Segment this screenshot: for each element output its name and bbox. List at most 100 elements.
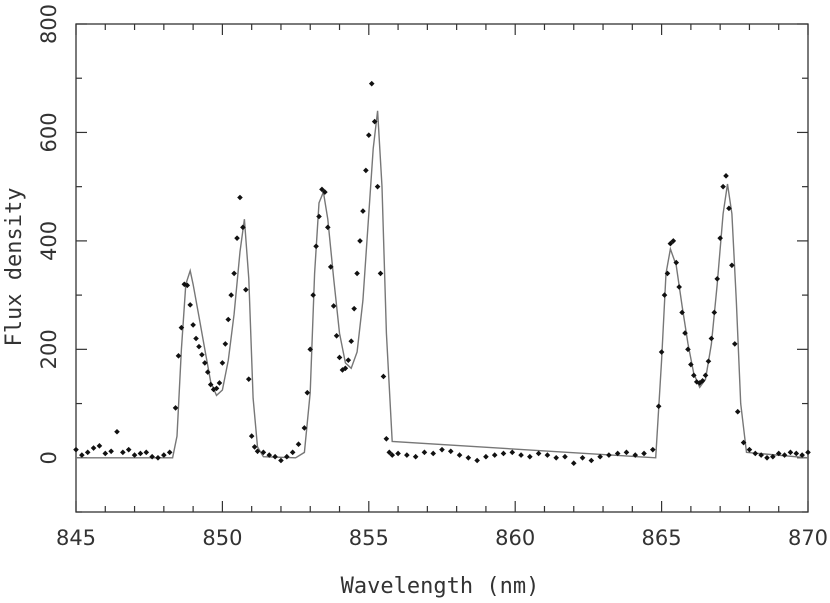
data-point (213, 385, 220, 392)
axes (75, 23, 809, 513)
data-point (243, 286, 249, 293)
data-point (717, 235, 723, 241)
data-point (181, 281, 188, 288)
data-point (190, 322, 196, 328)
data-point (465, 454, 472, 461)
data-point (527, 453, 533, 460)
data-point (102, 450, 109, 457)
data-point (79, 452, 85, 458)
data-point (336, 354, 343, 361)
data-point (125, 446, 132, 453)
data-point (518, 452, 524, 458)
data-point (237, 194, 243, 201)
x-tick-label: 845 (56, 526, 96, 550)
data-point (366, 132, 372, 138)
data-point (661, 292, 668, 298)
data-point (535, 450, 542, 457)
data-point (325, 224, 331, 231)
data-point (729, 262, 735, 269)
data-point (204, 369, 211, 375)
data-point (673, 259, 680, 266)
data-point (360, 208, 366, 214)
data-point (679, 309, 685, 316)
data-point (395, 450, 401, 457)
data-point (421, 449, 428, 456)
data-point (723, 173, 729, 179)
data-point (732, 341, 738, 347)
data-point (688, 361, 694, 368)
data-point (333, 332, 340, 339)
data-point (447, 448, 454, 455)
data-point (483, 453, 489, 460)
data-point (184, 282, 191, 289)
data-point (714, 276, 721, 282)
data-point (752, 450, 759, 457)
data-point (228, 292, 234, 298)
data-point (289, 449, 296, 456)
data-point (96, 443, 103, 449)
x-tick-label: 870 (788, 526, 828, 550)
data-point (632, 452, 639, 458)
data-point (708, 335, 715, 342)
data-point (137, 450, 144, 457)
data-point (562, 453, 568, 460)
data-point (746, 446, 753, 453)
data-point (682, 330, 688, 336)
data-point (304, 389, 311, 396)
data-point (544, 452, 551, 458)
data-point (770, 453, 776, 460)
data-point (260, 449, 267, 456)
data-point (266, 452, 273, 458)
data-point (73, 446, 79, 453)
data-point (579, 454, 586, 461)
data-point (781, 452, 788, 458)
y-axis-title: Flux density (2, 188, 27, 347)
data-point (108, 448, 114, 455)
data-point (284, 453, 290, 460)
data-point (155, 454, 161, 461)
data-point (740, 439, 747, 446)
data-point (245, 376, 252, 382)
y-tick-label: 400 (37, 221, 61, 261)
data-point (327, 264, 334, 270)
data-point (664, 270, 671, 277)
data-point (207, 381, 214, 388)
data-point (368, 80, 375, 87)
data-point (240, 224, 246, 231)
data-point (254, 448, 261, 455)
data-point (175, 353, 182, 359)
data-point (143, 449, 150, 456)
data-point (764, 454, 770, 461)
x-tick-label: 865 (642, 526, 682, 550)
y-tick-label: 800 (37, 4, 61, 44)
data-point (342, 365, 349, 372)
tick-labels: 845 850 855 860 865 870 0 200 400 600 800 (37, 4, 828, 550)
data-point (509, 449, 516, 456)
data-point (758, 452, 764, 458)
data-point (131, 452, 138, 458)
data-point (330, 303, 337, 309)
data-point (363, 167, 369, 174)
data-point (84, 449, 91, 456)
data-point (412, 453, 419, 460)
data-point (278, 457, 284, 464)
data-point (196, 343, 202, 350)
x-tick-label: 850 (202, 526, 242, 550)
data-point (161, 452, 167, 458)
data-point (380, 373, 387, 380)
data-point (248, 433, 255, 439)
data-point (199, 351, 205, 358)
data-point (588, 457, 595, 464)
data-point (787, 449, 794, 456)
data-point (172, 405, 179, 411)
data-point (316, 213, 322, 220)
data-point (456, 452, 463, 458)
data-point (234, 235, 240, 241)
data-point (383, 436, 390, 442)
data-point (371, 118, 378, 125)
data-point (705, 358, 712, 365)
data-point (357, 238, 363, 244)
y-tick-label: 600 (37, 112, 61, 152)
data-point (313, 243, 319, 250)
data-point (301, 425, 308, 431)
